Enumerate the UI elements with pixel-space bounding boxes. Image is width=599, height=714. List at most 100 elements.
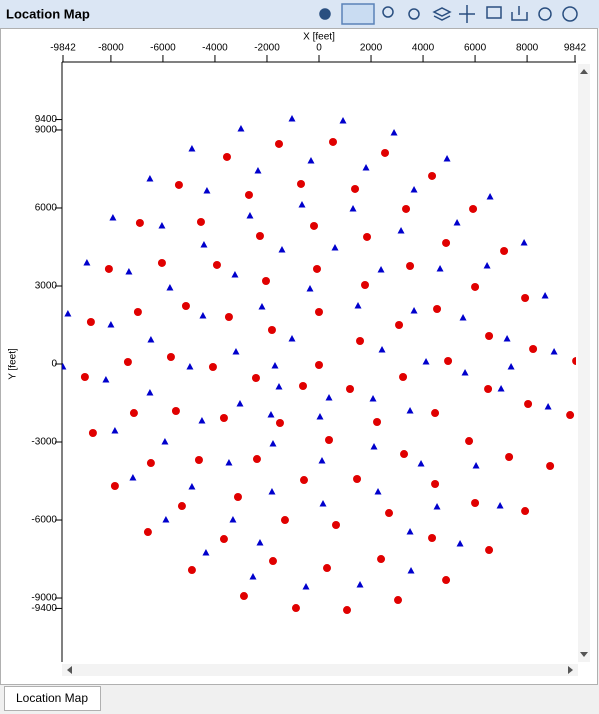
chart-panel — [0, 28, 598, 685]
settings-button[interactable] — [319, 8, 331, 20]
data-point — [402, 204, 411, 213]
data-point — [110, 482, 119, 491]
data-point — [232, 347, 240, 355]
data-point — [541, 292, 549, 299]
y-tick-label: 9000 — [35, 125, 58, 136]
data-point — [483, 261, 491, 269]
data-point — [310, 221, 319, 230]
data-point — [222, 152, 231, 161]
x-tick-label: 2000 — [360, 43, 383, 54]
data-point — [291, 604, 300, 613]
x-tick-label: 4000 — [412, 43, 435, 54]
y-tick-label: -9000 — [31, 593, 57, 604]
data-point — [503, 334, 511, 342]
x-tick-label: -2000 — [254, 43, 280, 54]
data-point — [356, 336, 365, 345]
data-point — [187, 566, 196, 575]
data-point — [236, 399, 244, 407]
data-point — [469, 204, 478, 213]
data-point — [157, 258, 166, 267]
zoom-button[interactable] — [382, 6, 394, 18]
x-tick-label: 9842 — [564, 43, 587, 54]
data-point — [166, 283, 174, 291]
data-point — [315, 360, 323, 369]
data-point — [566, 411, 575, 420]
data-point — [255, 231, 264, 240]
data-point — [485, 546, 494, 555]
plot-area — [62, 114, 576, 615]
data-point — [129, 474, 137, 481]
data-point — [325, 394, 333, 401]
data-point — [443, 154, 451, 162]
data-point — [520, 238, 528, 246]
data-point — [62, 362, 67, 370]
data-point — [361, 281, 370, 290]
help-button[interactable] — [562, 6, 578, 22]
data-point — [410, 307, 418, 314]
y-tick-label: 0 — [51, 359, 57, 370]
data-point — [323, 564, 332, 573]
data-point — [256, 539, 264, 546]
data-point — [225, 459, 233, 466]
data-point — [64, 309, 72, 317]
data-point — [370, 443, 378, 450]
y-tick-label: 3000 — [35, 281, 58, 292]
cursor-button[interactable] — [459, 5, 475, 23]
data-point — [442, 238, 451, 247]
title-bar — [0, 0, 599, 28]
y-tick-label: -3000 — [31, 437, 57, 448]
export-button[interactable] — [511, 6, 528, 21]
data-point — [306, 284, 314, 292]
data-point — [135, 218, 144, 227]
data-point — [356, 581, 364, 588]
data-point — [298, 200, 306, 208]
data-point — [237, 124, 245, 132]
data-point — [188, 483, 196, 490]
x-tick-label: -8000 — [98, 43, 124, 54]
data-point — [208, 362, 217, 371]
data-point — [267, 325, 276, 334]
data-point — [171, 407, 180, 416]
horizontal-scrollbar[interactable] — [62, 664, 578, 676]
data-point — [280, 516, 289, 525]
data-point — [200, 240, 208, 248]
data-point — [433, 305, 442, 314]
data-point — [166, 353, 175, 362]
data-point — [267, 411, 275, 418]
data-point — [471, 282, 480, 291]
pick-button[interactable] — [408, 8, 420, 20]
data-point — [400, 450, 409, 459]
data-point — [297, 179, 306, 188]
window-title: Location Map — [6, 6, 90, 21]
y-tick-label: 9400 — [35, 114, 58, 125]
select-button[interactable] — [341, 3, 375, 25]
data-point — [406, 528, 414, 535]
data-point — [129, 409, 138, 418]
data-point — [275, 383, 283, 390]
data-point — [410, 185, 418, 193]
data-point — [181, 301, 190, 310]
data-point — [331, 243, 339, 251]
data-point — [328, 137, 337, 146]
data-point — [254, 166, 262, 174]
data-point — [369, 395, 377, 402]
data-point — [288, 114, 296, 122]
data-point — [377, 265, 385, 273]
print-button[interactable] — [538, 7, 552, 21]
data-point — [484, 385, 493, 394]
layers-button[interactable] — [432, 7, 452, 21]
data-point — [162, 516, 170, 523]
data-point — [312, 264, 321, 273]
vertical-scrollbar[interactable] — [578, 64, 590, 662]
annotate-button[interactable] — [486, 6, 502, 19]
tab[interactable] — [4, 686, 101, 711]
data-point — [325, 436, 334, 445]
data-point — [111, 427, 119, 434]
data-point — [496, 502, 504, 509]
data-point — [505, 453, 514, 462]
data-point — [394, 596, 403, 605]
data-point — [269, 440, 277, 447]
data-point — [546, 462, 555, 471]
data-point — [524, 399, 533, 408]
data-point — [186, 362, 194, 370]
